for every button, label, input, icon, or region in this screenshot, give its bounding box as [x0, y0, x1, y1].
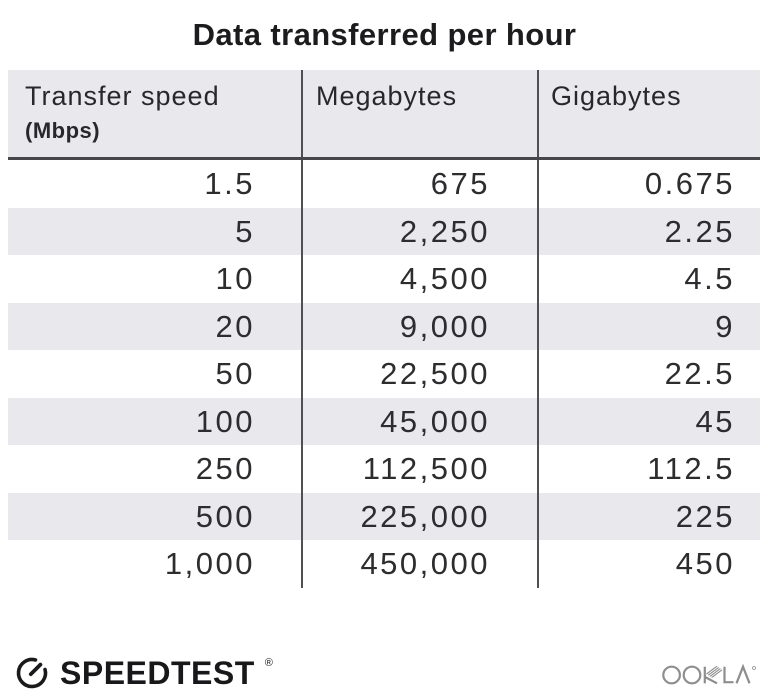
column-header-sublabel: (Mbps): [25, 117, 101, 143]
column-header-transfer-speed: Transfer speed (Mbps): [8, 70, 301, 157]
cell-megabytes: 22,500: [301, 350, 537, 398]
cell-gigabytes: 112.5: [537, 445, 760, 493]
column-header-label: Megabytes: [316, 81, 458, 111]
table-row: 250 112,500 112.5: [8, 445, 760, 493]
cell-speed_mbps: 100: [195, 403, 255, 439]
speedtest-logo: SPEEDTEST ®: [13, 654, 273, 692]
table-row: 20 9,000 9: [8, 302, 760, 350]
cell-megabytes: 450,000: [301, 540, 537, 588]
cell-speed_mbps: 1,000: [164, 546, 255, 581]
cell-megabytes: 112,500: [301, 445, 537, 493]
cell-gigabytes: 2.25: [537, 207, 760, 255]
ookla-k-hatch-line: [709, 668, 721, 677]
column-header-label: Gigabytes: [551, 81, 682, 111]
cell-gigabytes: 450: [537, 540, 760, 588]
cell-gigabytes: 9: [537, 302, 760, 350]
table-row: 10 4,500 4.5: [8, 255, 760, 303]
cell-megabytes: 2,250: [301, 207, 537, 255]
ookla-k-hatch-line: [711, 669, 723, 679]
table-body: 1.5 675 0.675 5 2,250 2.25 10 4,500 4.5 20 9,000 9 5…: [8, 160, 760, 588]
ookla-letter-a: [735, 663, 751, 684]
ookla-k-hatch-line: [706, 665, 718, 675]
table-row: 5 2,250 2.25: [8, 207, 760, 255]
cell-gigabytes: 45: [537, 397, 760, 445]
cell-speed_mbps: 1.5: [204, 166, 255, 201]
ookla-k-hatch-line: [707, 666, 720, 676]
page-title: Data transferred per hour: [192, 17, 577, 52]
cell-speed_mbps: 20: [215, 308, 255, 344]
speedtest-gauge-icon: [16, 657, 48, 689]
table-row: 50 22,500 22.5: [8, 350, 760, 398]
cell-megabytes: 675: [301, 160, 537, 208]
cell-megabytes: 45,000: [301, 397, 537, 445]
cell-speed_mbps: 5: [235, 213, 255, 249]
ookla-letter-k-leg: [704, 676, 718, 685]
column-header-gigabytes: Gigabytes: [537, 70, 760, 157]
cell-speed_mbps: 500: [195, 498, 255, 534]
registered-trademark-symbol: ®: [264, 657, 273, 669]
table-row: 500 225,000 225: [8, 492, 760, 540]
cell-megabytes: 9,000: [301, 302, 537, 350]
column-header-megabytes: Megabytes: [301, 70, 537, 157]
cell-gigabytes: 4.5: [537, 255, 760, 303]
column-header-label: Transfer speed: [25, 81, 220, 111]
cell-megabytes: 225,000: [301, 492, 537, 540]
cell-megabytes: 4,500: [301, 255, 537, 303]
cell-speed_mbps: 250: [195, 451, 255, 486]
ookla-letter-l: [723, 666, 734, 684]
table-row: 100 45,000 45: [8, 397, 760, 445]
table-row: 1.5 675 0.675: [8, 160, 760, 208]
cell-speed_mbps: 50: [215, 356, 255, 391]
table-row: 1,000 450,000 450: [8, 540, 760, 588]
ookla-letter-o2: [682, 665, 702, 685]
speedtest-wordmark: SPEEDTEST: [60, 655, 255, 691]
cell-speed_mbps: 10: [215, 261, 255, 296]
ookla-letter-o1: [662, 665, 682, 685]
ookla-logo: [662, 663, 756, 685]
cell-gigabytes: 22.5: [537, 350, 760, 398]
cell-gigabytes: 225: [537, 492, 760, 540]
cell-gigabytes: 0.675: [537, 160, 760, 208]
table-header-row: Transfer speed (Mbps) Megabytes Gigabyte…: [8, 70, 760, 160]
data-table: Transfer speed (Mbps) Megabytes Gigabyte…: [8, 70, 760, 588]
ookla-trademark-symbol: [752, 666, 756, 670]
